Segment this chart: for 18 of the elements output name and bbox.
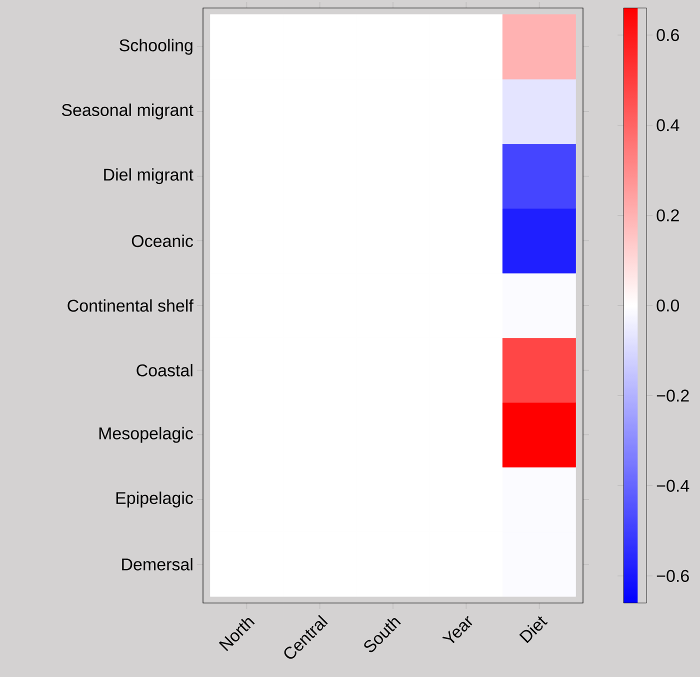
- color-bar-label: 0.4: [656, 119, 680, 132]
- y-tick-label: Seasonal migrant: [62, 104, 194, 120]
- y-tick-label: Epipelagic: [116, 492, 193, 508]
- y-tick-label: Diel migrant: [104, 168, 194, 184]
- y-tick-label: Oceanic: [132, 234, 194, 248]
- y-tick-label: Mesopelagic: [99, 426, 193, 443]
- x-tick-label: Diet: [519, 616, 548, 644]
- y-tick-label: Schooling: [120, 38, 192, 55]
- y-tick-label: Coastal: [136, 364, 192, 376]
- y-tick-label: Continental shelf: [68, 299, 194, 312]
- color-bar-label: −0.4: [656, 480, 690, 492]
- color-bar-label: 0.6: [656, 29, 679, 42]
- x-tick-label: Year: [442, 616, 472, 644]
- color-bar-label: −0.6: [656, 570, 689, 582]
- color-bar-label: 0.0: [656, 299, 680, 312]
- y-tick-label: Demersal: [122, 558, 192, 570]
- color-bar-label: 0.2: [656, 209, 679, 222]
- color-bar-label: −0.2: [656, 390, 689, 402]
